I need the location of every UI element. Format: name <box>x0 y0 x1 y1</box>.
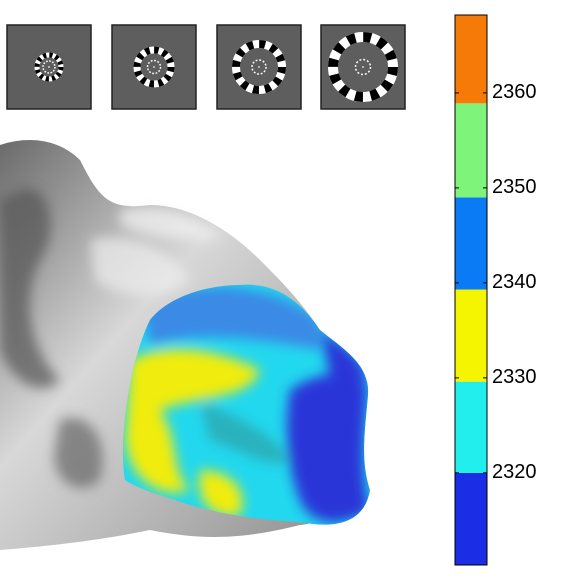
fixation <box>362 66 364 68</box>
ring-black <box>34 52 64 82</box>
fixation <box>153 66 155 68</box>
stimulus-icons <box>6 24 406 110</box>
inner-ring <box>251 59 267 75</box>
inner-ring <box>354 58 372 76</box>
colorbar-segment <box>455 289 487 382</box>
inner-ring <box>42 60 56 74</box>
inner-ring <box>146 59 162 75</box>
ring-black <box>232 40 286 94</box>
colorbar-segment <box>455 197 487 290</box>
colorbar-border <box>454 14 488 566</box>
tick-label: 2360 <box>492 81 537 103</box>
tick-label: 2320 <box>492 461 537 483</box>
colorbar-segment <box>455 381 487 473</box>
colorbar-segment <box>455 103 487 198</box>
colorbar-segment <box>455 15 487 104</box>
tick-label: 2330 <box>492 366 537 388</box>
tick-label: 2350 <box>492 176 537 198</box>
fixation <box>48 66 50 68</box>
colorbar-segment <box>455 472 487 565</box>
fixation <box>258 66 260 68</box>
ring-black <box>328 32 398 102</box>
colorbar: 2320 2330 2340 2350 2360 <box>454 14 537 566</box>
activation-map <box>122 284 370 525</box>
ring-black <box>133 46 175 88</box>
tick-label: 2340 <box>492 271 537 293</box>
